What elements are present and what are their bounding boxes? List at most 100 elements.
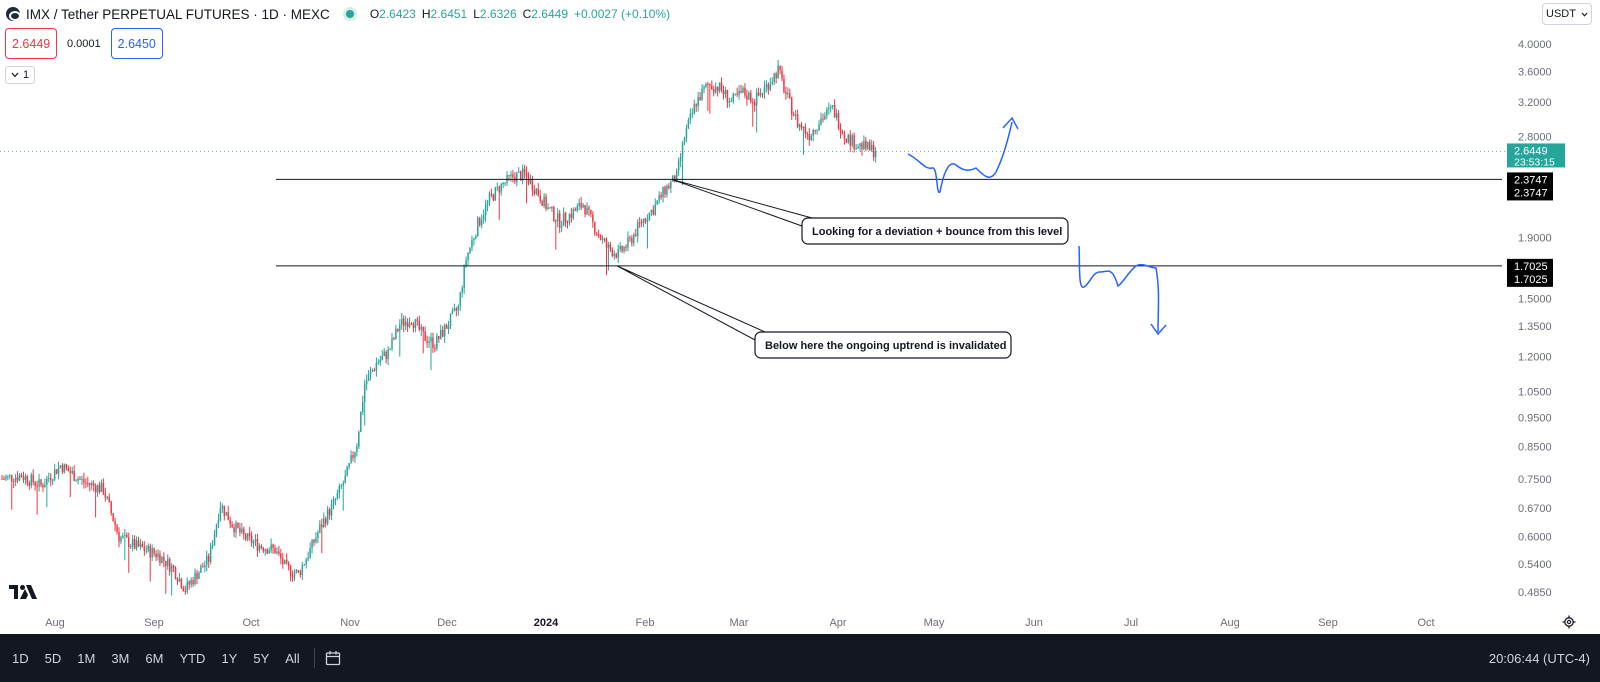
settings-gear-icon[interactable] bbox=[1562, 615, 1576, 629]
candle-body bbox=[831, 105, 834, 107]
candle-body bbox=[399, 324, 401, 331]
candle-body bbox=[100, 482, 103, 492]
candle-body bbox=[139, 543, 142, 547]
candle-body bbox=[812, 130, 814, 136]
range-1m[interactable]: 1M bbox=[77, 650, 96, 666]
candle-body bbox=[586, 207, 588, 215]
candle-body bbox=[373, 369, 376, 371]
candle-body bbox=[18, 475, 21, 481]
candle-body bbox=[301, 565, 304, 575]
candle-body bbox=[79, 478, 81, 480]
candle-body bbox=[681, 142, 684, 157]
currency-select[interactable]: USDT bbox=[1542, 3, 1592, 25]
candle-body bbox=[863, 140, 865, 150]
candle-body bbox=[755, 92, 758, 106]
low-value: 2.6326 bbox=[479, 7, 517, 21]
candle-body bbox=[648, 212, 651, 221]
trade-buttons: 2.6449 0.0001 2.6450 bbox=[5, 28, 163, 59]
candle-body bbox=[471, 240, 473, 248]
candle-body bbox=[338, 486, 341, 494]
calendar-goto-icon[interactable] bbox=[325, 650, 341, 666]
range-1y[interactable]: 1Y bbox=[221, 650, 238, 666]
sell-button[interactable]: 2.6449 bbox=[5, 28, 57, 59]
low-label: L bbox=[473, 7, 480, 21]
candle-body bbox=[566, 221, 569, 223]
clock-readout[interactable]: 20:06:44 (UTC-4) bbox=[1488, 650, 1590, 666]
candle-body bbox=[596, 233, 598, 235]
range-6m[interactable]: 6M bbox=[145, 650, 164, 666]
candle-body bbox=[714, 86, 717, 93]
candle-body bbox=[363, 384, 366, 402]
range-5d[interactable]: 5D bbox=[44, 650, 62, 666]
range-5y[interactable]: 5Y bbox=[253, 650, 270, 666]
candle-body bbox=[492, 194, 495, 201]
candle-body bbox=[705, 83, 707, 88]
symbol-title[interactable]: IMX / Tether PERPETUAL FUTURES · 1D · ME… bbox=[26, 6, 330, 22]
candle-body bbox=[631, 237, 633, 244]
x-tick-label: Sep bbox=[1318, 617, 1338, 629]
callouts: Looking for a deviation + bounce from th… bbox=[616, 178, 1069, 359]
indicators-toggle[interactable]: 1 bbox=[5, 66, 35, 84]
candle-body bbox=[775, 73, 777, 79]
y-tick-label: 0.8500 bbox=[1518, 441, 1552, 453]
candle-body bbox=[572, 209, 575, 218]
candle-body bbox=[299, 571, 302, 575]
candle-body bbox=[859, 143, 861, 147]
candle-body bbox=[11, 475, 13, 482]
candle-body bbox=[293, 572, 296, 577]
candle-body bbox=[241, 528, 243, 533]
close-label: C bbox=[522, 7, 532, 21]
candle-body bbox=[652, 209, 655, 215]
price-chart[interactable]: Looking for a deviation + bounce from th… bbox=[0, 0, 1600, 634]
candle-body bbox=[440, 329, 442, 340]
candle-body bbox=[627, 237, 629, 248]
candle-body bbox=[7, 475, 9, 477]
candle-body bbox=[231, 524, 233, 528]
candle-body bbox=[551, 207, 553, 209]
high-value: 2.6451 bbox=[430, 7, 468, 21]
candle-body bbox=[633, 234, 635, 244]
range-all[interactable]: All bbox=[285, 650, 300, 666]
candle-body bbox=[488, 193, 491, 202]
candle-body bbox=[674, 175, 676, 183]
candle-body bbox=[800, 124, 803, 129]
candle-body bbox=[367, 374, 370, 381]
candle-body bbox=[20, 475, 23, 478]
candle-body bbox=[716, 86, 719, 92]
candle-body bbox=[159, 553, 161, 564]
candle-body bbox=[820, 118, 822, 125]
x-tick-label: Sep bbox=[144, 617, 164, 629]
candle-body bbox=[401, 318, 403, 325]
candle-body bbox=[568, 214, 571, 223]
bearish-projection-path[interactable] bbox=[1078, 245, 1160, 333]
range-3m[interactable]: 3M bbox=[111, 650, 130, 666]
candle-body bbox=[701, 89, 703, 101]
buy-button[interactable]: 2.6450 bbox=[110, 28, 163, 59]
candle-body bbox=[792, 114, 795, 116]
candle-body bbox=[188, 581, 190, 585]
candle-body bbox=[816, 130, 818, 132]
candle-body bbox=[252, 541, 255, 544]
candle-body bbox=[239, 527, 241, 533]
range-ytd[interactable]: YTD bbox=[179, 650, 206, 666]
callout-box[interactable] bbox=[801, 217, 1069, 245]
candle-body bbox=[482, 215, 485, 220]
candle-body bbox=[584, 205, 586, 215]
chevron-down-icon bbox=[1581, 12, 1588, 17]
candle-body bbox=[601, 238, 604, 240]
candle-body bbox=[689, 114, 692, 121]
candle-body bbox=[161, 556, 163, 564]
x-tick-label: Feb bbox=[636, 617, 655, 629]
range-1d[interactable]: 1D bbox=[12, 650, 29, 666]
candle-body bbox=[81, 478, 83, 480]
bullish-projection-path[interactable] bbox=[907, 121, 1013, 193]
candle-body bbox=[617, 249, 619, 258]
x-tick-label: Aug bbox=[45, 617, 65, 629]
candle-body bbox=[276, 551, 278, 554]
candle-body bbox=[619, 246, 621, 250]
candle-body bbox=[693, 104, 695, 114]
candle-body bbox=[699, 96, 701, 101]
candle-body bbox=[683, 137, 686, 143]
callout-box[interactable] bbox=[754, 331, 1012, 359]
candle-body bbox=[317, 532, 319, 538]
